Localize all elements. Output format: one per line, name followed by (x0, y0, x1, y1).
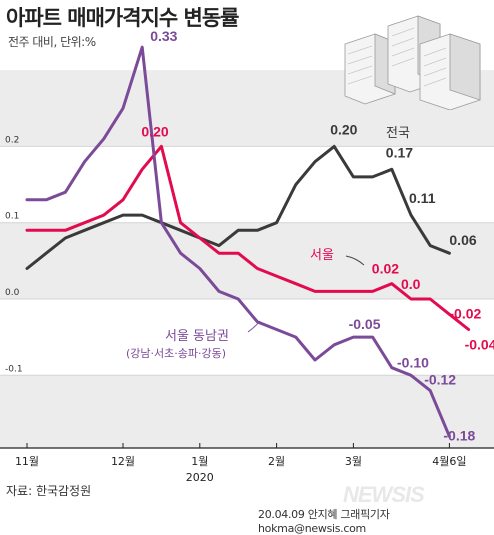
data-label: 0.33 (150, 28, 177, 44)
data-label: 0.17 (386, 144, 413, 160)
newsis-logo: NEWSIS (343, 482, 425, 507)
x-axis: 11월 12월 1월 2월 3월 4월6일 2020 (0, 443, 494, 484)
x-tick-label: 1월 (191, 455, 208, 468)
series-name-label: 서울 (310, 248, 334, 263)
data-label: -0.18 (443, 427, 475, 443)
x-tick-label: 2월 (268, 455, 285, 468)
gangnam-pointer-arrow (247, 320, 261, 333)
y-axis: 0.2 0.1 0.0 -0.1 (5, 135, 23, 374)
y-tick-label: 0.2 (5, 135, 19, 145)
data-label: -0.04 (465, 337, 494, 353)
series-line-2 (25, 45, 451, 438)
data-label: -0.05 (349, 316, 381, 332)
series-line-1 (25, 144, 471, 331)
series-sublabel: (강남·서초·송파·강동) (126, 347, 226, 360)
value-labels: 0.33 0.20 0.20 0.17 0.11 0.06 0.020.0 -0.02 -0.0… (141, 28, 494, 443)
y-tick-label: -0.1 (5, 364, 23, 374)
data-label: 0.11 (409, 190, 436, 206)
source-note: 자료: 한국감정원 (6, 484, 92, 498)
data-label: -0.02 (449, 305, 481, 321)
seoul-pointer-arrow (345, 255, 365, 266)
data-label: 0.0 (401, 276, 421, 292)
data-label: 0.20 (330, 121, 357, 137)
data-label: 0.06 (449, 232, 476, 248)
series-name-label: 서울 동남권 (165, 329, 229, 344)
x-tick-label: 3월 (345, 455, 362, 468)
data-label: 0.20 (141, 123, 168, 139)
background-band-2 (0, 375, 494, 448)
y-tick-label: 0.0 (5, 288, 20, 298)
data-label: -0.12 (424, 372, 456, 388)
x-tick-label: 4월6일 (432, 454, 466, 468)
data-label: -0.10 (397, 354, 429, 370)
series-name-label: 전국 (386, 126, 410, 141)
series-lines (25, 45, 471, 438)
chart-subtitle: 전주 대비, 단위:% (8, 35, 96, 49)
x-tick-label: 12월 (111, 455, 135, 468)
y-tick-label: 0.1 (5, 212, 19, 222)
series-line-0 (25, 144, 451, 270)
chart-title: 아파트 매매가격지수 변동률 (6, 6, 239, 30)
credit-line: 20.04.09 안지혜 그래픽기자 hokma@newsis.com (258, 508, 390, 535)
apartment-building-icon (344, 15, 481, 110)
x-tick-label: 11월 (15, 455, 39, 468)
x-year-label: 2020 (186, 471, 214, 484)
data-label: 0.02 (372, 261, 399, 277)
